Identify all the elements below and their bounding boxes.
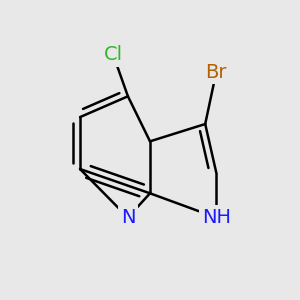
Text: NH: NH xyxy=(202,208,231,227)
Text: Cl: Cl xyxy=(103,45,123,64)
Text: Br: Br xyxy=(206,63,227,82)
Text: N: N xyxy=(121,208,135,227)
